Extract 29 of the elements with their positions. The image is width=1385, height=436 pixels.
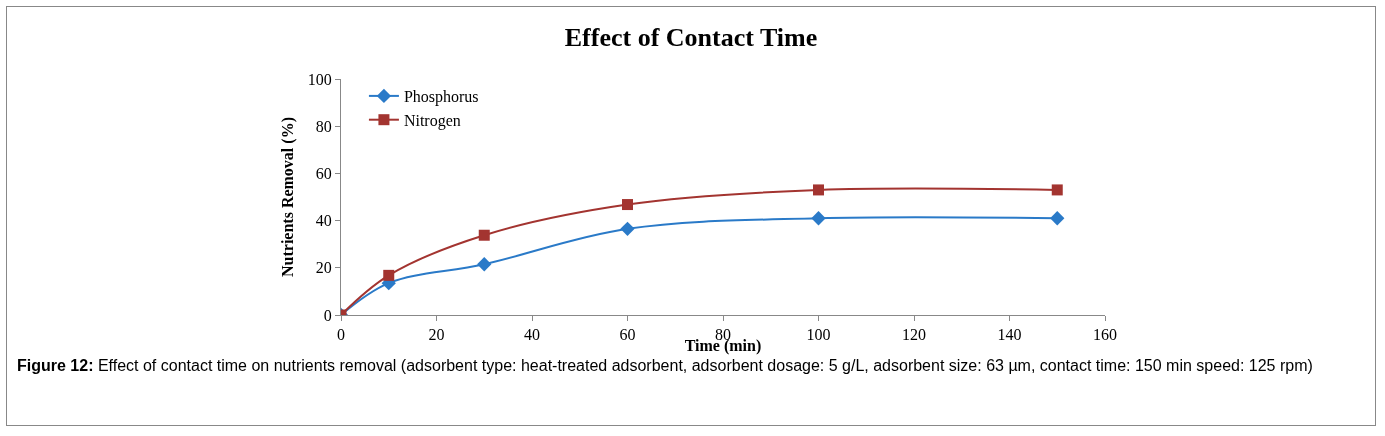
- y-tick-label: 80: [315, 117, 332, 135]
- x-tick-label: 140: [997, 326, 1022, 344]
- x-tick-label: 160: [1093, 326, 1117, 344]
- y-tick-label: 100: [307, 70, 332, 88]
- y-tick-label: 0: [323, 306, 332, 324]
- x-tick-label: 120: [902, 326, 926, 344]
- point: [813, 184, 824, 196]
- caption: Figure 12:: [17, 357, 95, 374]
- point: [1051, 184, 1063, 196]
- point: [383, 269, 395, 281]
- legend-label: Nitrogen: [403, 111, 461, 130]
- x-tick-label: 60: [619, 326, 636, 344]
- y-tick-label: 60: [315, 165, 332, 182]
- point: [620, 221, 635, 237]
- y-tick-label: 20: [315, 259, 332, 277]
- point: [478, 229, 490, 241]
- x-tick-label: 100: [806, 326, 831, 344]
- x-tick-label: 0: [337, 326, 345, 344]
- x-tick-label: 40: [524, 326, 540, 344]
- point: [477, 257, 492, 272]
- point: [622, 199, 633, 211]
- y-axis-title: Nutrients Removal (%): [278, 117, 297, 277]
- point: [1050, 211, 1065, 226]
- text: Effect of contact time on nutrients removal (adsorbent type: heat-treated adsorbent, adsorbent dosage: 5 g/L, adsorbent size: 63 µm, contact time: 150 min speed: 125 rpm): [97, 357, 1313, 374]
- y-tick-label: 40: [315, 212, 332, 230]
- chart-title: Effect of Contact Time: [564, 23, 818, 53]
- point: [811, 211, 826, 226]
- x-tick-label: 20: [428, 326, 445, 344]
- legend-label: Phosphorus: [403, 88, 479, 107]
